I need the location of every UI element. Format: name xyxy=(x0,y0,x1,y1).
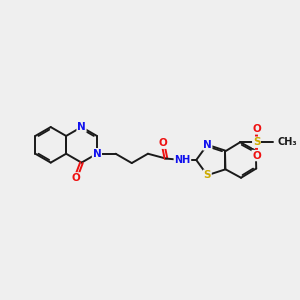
Text: CH₃: CH₃ xyxy=(278,137,297,147)
Text: S: S xyxy=(253,137,260,147)
Text: S: S xyxy=(204,170,211,180)
Text: O: O xyxy=(252,124,261,134)
Text: O: O xyxy=(252,151,261,160)
Text: N: N xyxy=(77,122,86,132)
Text: O: O xyxy=(158,138,167,148)
Text: N: N xyxy=(92,149,101,159)
Text: O: O xyxy=(71,173,80,183)
Text: NH: NH xyxy=(174,155,190,165)
Text: N: N xyxy=(203,140,212,150)
